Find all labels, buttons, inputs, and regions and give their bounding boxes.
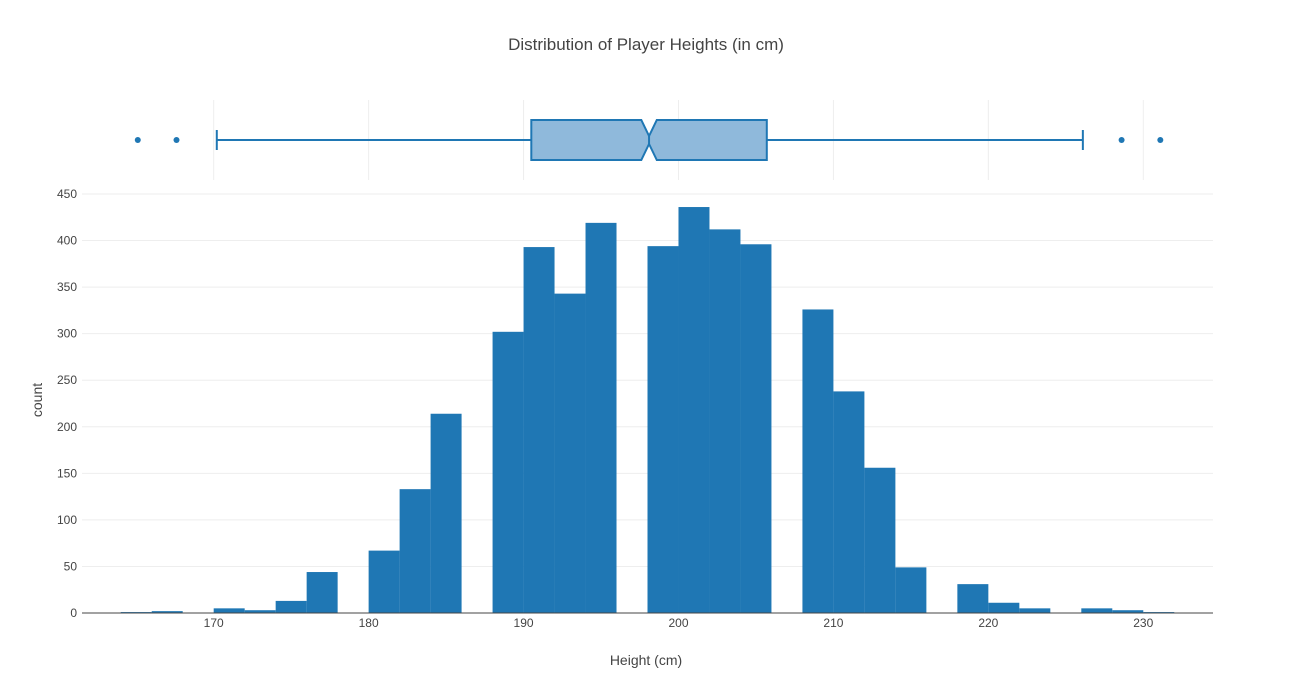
y-tick-label: 200 [57,420,77,434]
histogram-bar [740,244,772,613]
histogram-bar [833,391,865,613]
outlier-point [1157,137,1164,143]
histogram-bar [523,247,555,613]
histogram-bar [368,550,400,613]
y-tick-label: 300 [57,327,77,341]
histogram-bar [678,207,710,613]
histogram-bar [895,567,927,613]
y-tick-label: 100 [57,513,77,527]
y-tick-label: 350 [57,280,77,294]
y-axis-title: count [29,383,45,417]
histogram-bars [120,207,1175,614]
x-tick-label: 200 [668,616,688,630]
histogram-bar [1081,608,1113,613]
histogram-bar [554,293,586,613]
histogram-bar [399,489,431,613]
histogram-bar [647,246,679,614]
x-tick-label: 210 [823,616,843,630]
x-tick-label: 170 [204,616,224,630]
chart-title: Distribution of Player Heights (in cm) [508,35,784,54]
y-tick-label: 150 [57,466,77,480]
x-tick-label: 190 [514,616,534,630]
y-tick-label: 50 [64,559,78,573]
histogram-bar [709,229,741,614]
histogram-bar [1112,610,1144,613]
y-axis-ticks: 0 50 100 150 200 250 300 350 400 450 [57,187,77,620]
histogram-bar [1019,608,1051,613]
y-tick-label: 450 [57,187,77,201]
histogram-bar [988,602,1020,613]
histogram-bar [430,413,462,613]
y-tick-label: 400 [57,234,77,248]
y-tick-label: 250 [57,373,77,387]
histogram-bar [957,584,989,613]
histogram-bar [213,608,245,613]
histogram-bar [275,600,307,613]
x-tick-label: 220 [978,616,998,630]
x-axis-title: Height (cm) [610,652,682,668]
histogram-bar [306,572,338,613]
outlier-point [173,137,180,143]
histogram-bar [864,467,896,613]
y-tick-label: 0 [70,606,77,620]
histogram-bar [151,611,183,613]
histogram-bar [492,331,524,613]
x-tick-label: 180 [359,616,379,630]
x-tick-label: 230 [1133,616,1153,630]
box-plot [134,119,1164,161]
histogram-bar [802,309,834,613]
x-axis-ticks: 170 180 190 200 210 220 230 [204,616,1154,630]
outlier-point [134,137,141,143]
outlier-point [1118,137,1125,143]
histogram-bar [244,610,276,613]
histogram-bar [585,222,617,613]
